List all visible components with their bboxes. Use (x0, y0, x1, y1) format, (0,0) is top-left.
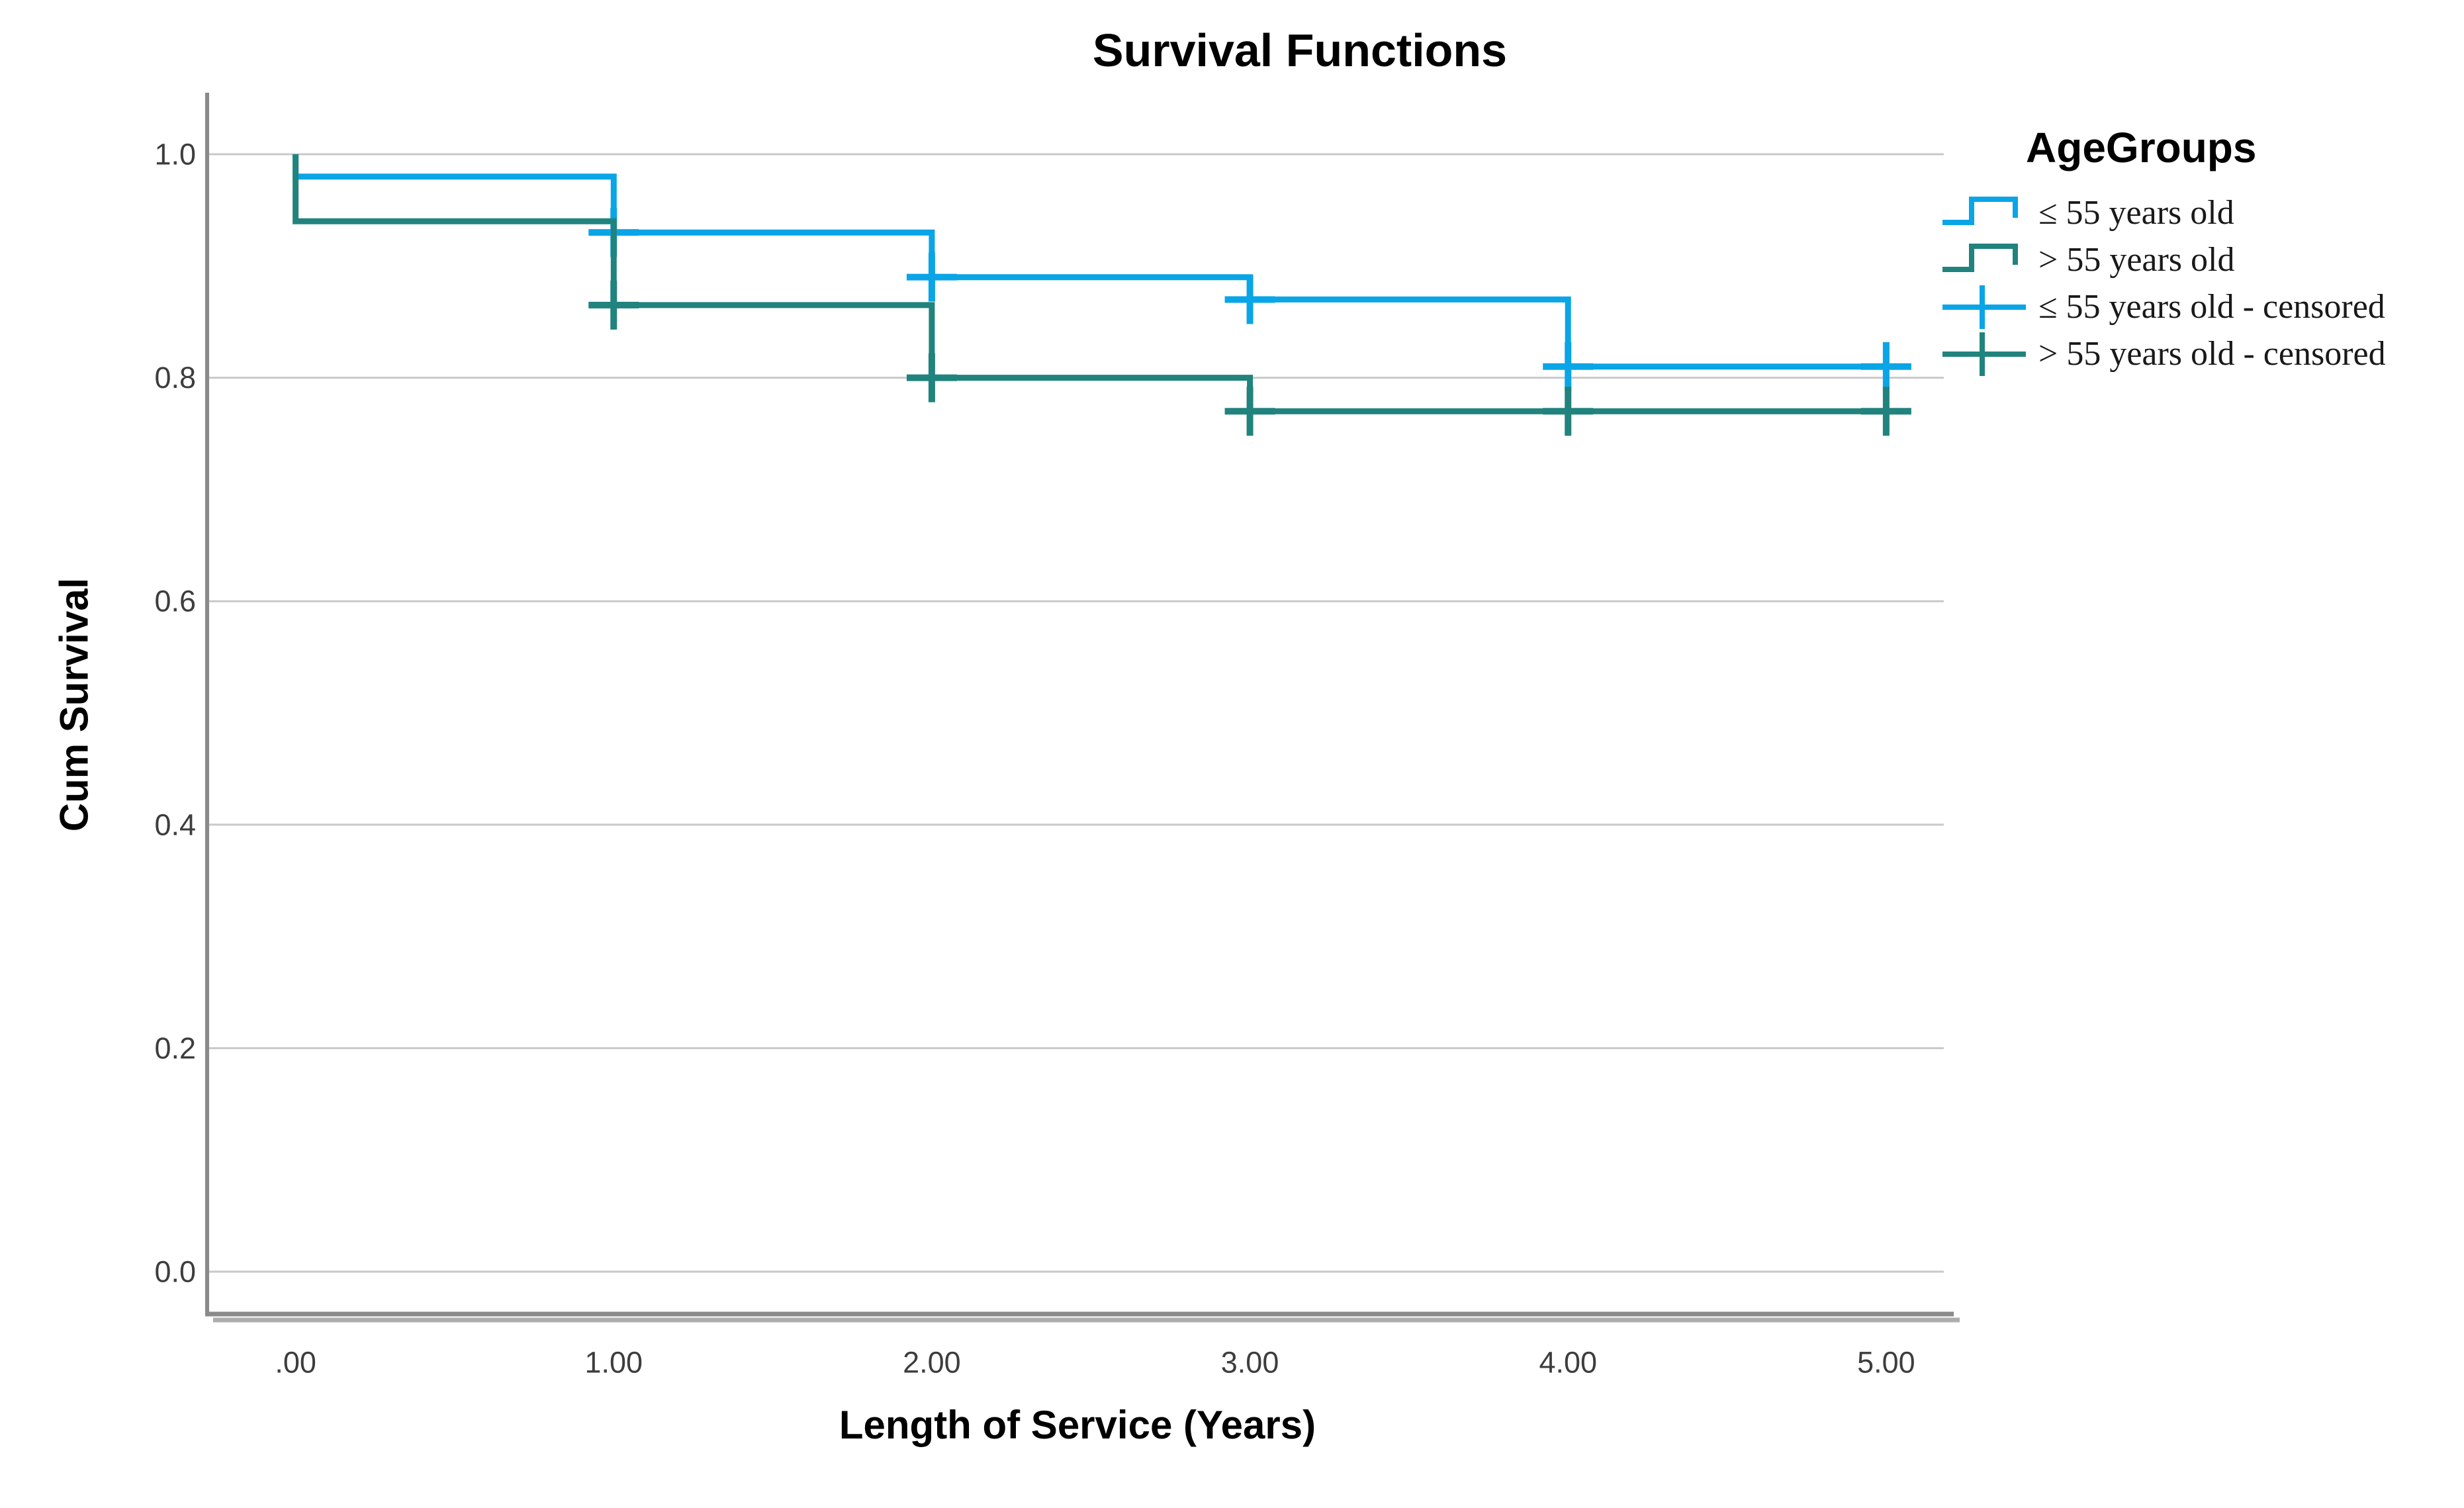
legend-item-label: ≤ 55 years old (2038, 194, 2234, 232)
x-tick-label-5.00: 5.00 (1857, 1346, 1915, 1380)
x-tick-label-3.00: 3.00 (1221, 1346, 1279, 1380)
y-tick-label-0.2: 0.2 (154, 1031, 196, 1065)
legend-item-3: ≤ 55 years old - censored (1941, 283, 2464, 330)
legend-step-line-icon (1942, 197, 2018, 225)
survival-curve-2 (293, 154, 1902, 414)
legend-item-1: ≤ 55 years old (1941, 189, 2464, 236)
x-tick-label-2.00: 2.00 (903, 1346, 961, 1380)
chart-title: Survival Functions (1092, 24, 1508, 76)
legend: AgeGroups ≤ 55 years old > 55 years old ≤ … (1941, 123, 2464, 377)
y-tick-label-0.6: 0.6 (154, 585, 196, 618)
x-tick-label-4.00: 4.00 (1539, 1346, 1597, 1380)
legend-item-4: > 55 years old - censored (1941, 330, 2464, 377)
y-tick-label-0.4: 0.4 (154, 808, 196, 841)
survival-curve-1 (293, 154, 1902, 370)
legend-item-label: ≤ 55 years old - censored (2038, 288, 2385, 326)
legend-items: ≤ 55 years old > 55 years old ≤ 55 years o… (1941, 189, 2464, 377)
legend-item-2: > 55 years old (1941, 236, 2464, 283)
y-tick-label-0.8: 0.8 (154, 361, 196, 395)
legend-item-label: > 55 years old (2038, 241, 2235, 279)
x-tick-label-.00: .00 (275, 1346, 316, 1380)
x-axis-title: Length of Service (Years) (839, 1403, 1316, 1447)
legend-censored-plus-icon (1942, 285, 2026, 329)
legend-step-line-icon (1942, 244, 2018, 272)
legend-item-label: > 55 years old - censored (2038, 335, 2386, 373)
y-tick-label-1.0: 1.0 (154, 138, 196, 171)
y-tick-label-0.0: 0.0 (154, 1255, 196, 1289)
legend-censored-plus-icon (1942, 332, 2026, 376)
legend-title: AgeGroups (2026, 124, 2257, 171)
x-tick-label-1.00: 1.00 (584, 1346, 643, 1380)
